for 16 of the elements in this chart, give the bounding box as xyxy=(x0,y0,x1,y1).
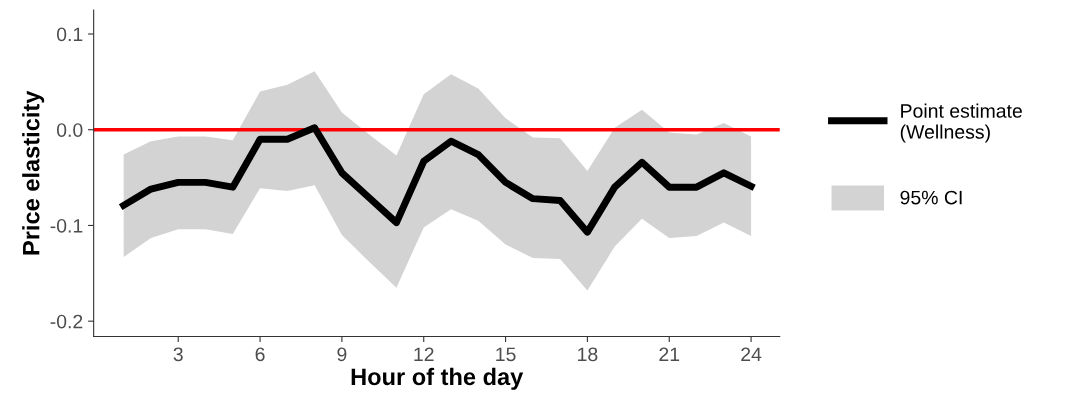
x-tick-label: 18 xyxy=(578,347,598,362)
legend-label: Point estimate (Wellness) xyxy=(900,103,1022,143)
x-tick-label: 12 xyxy=(414,347,434,362)
y-axis-title: Price elasticity xyxy=(22,90,45,255)
x-tick-label: 6 xyxy=(255,347,265,362)
y-tick-label: 0.1 xyxy=(56,27,83,42)
x-tick-label: 21 xyxy=(659,347,680,362)
x-tick-label: 3 xyxy=(173,347,183,362)
y-tick-label: -0.1 xyxy=(50,218,83,233)
text: 95% CI xyxy=(900,190,962,205)
y-tick-label: 0.0 xyxy=(56,123,83,137)
x-tick-label: 15 xyxy=(496,347,516,362)
x-tick-label: 24 xyxy=(741,347,762,362)
x-tick-label: 9 xyxy=(337,347,347,362)
y-tick-label: -0.2 xyxy=(50,314,83,329)
x-axis-title: Hour of the day xyxy=(351,367,524,390)
